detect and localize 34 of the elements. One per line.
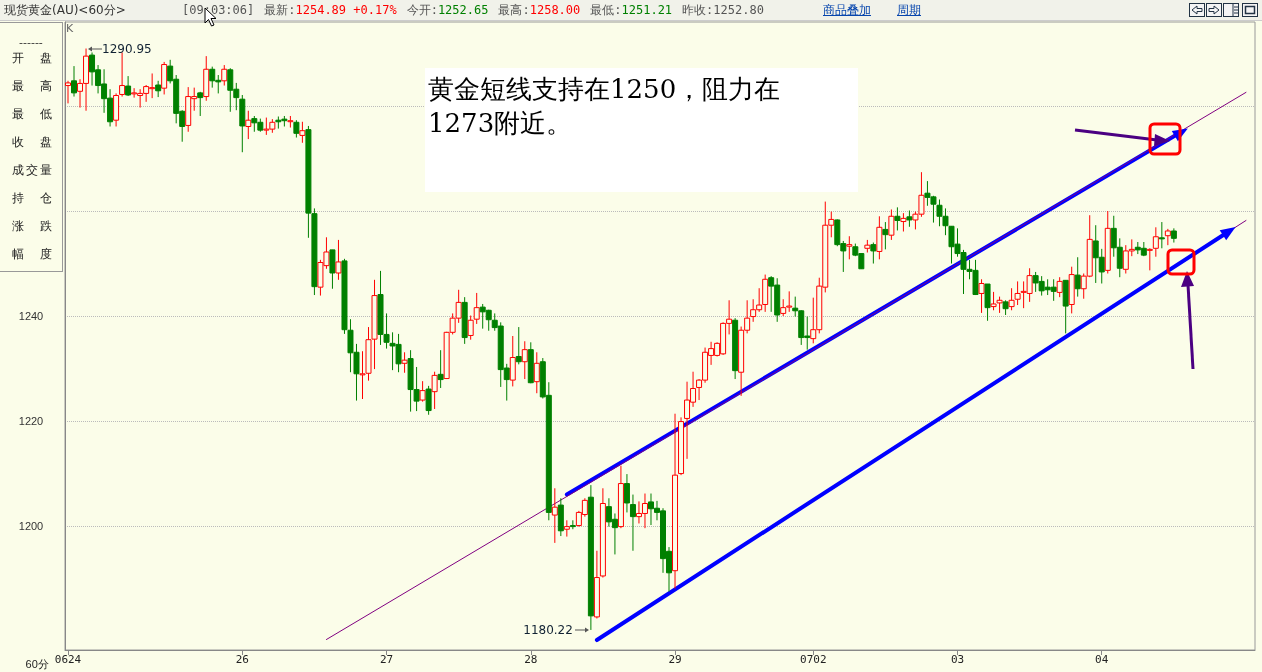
text: 涨跌 [12,218,52,234]
annotation: 1290.95 [102,40,152,57]
chart-title: 现货黄金(AU)<60分> [4,2,126,19]
text: 开盘 [12,50,52,66]
text: 商品叠加 [823,2,871,19]
x-axis-title: 60分 [25,657,49,670]
text: ------ [19,36,43,49]
text: 周期 [897,2,921,19]
text: 最新:1254.89 +0.17% [264,3,397,17]
x-tick-label: 28 [524,653,538,666]
x-tick-label: 27 [379,653,394,666]
text: [09:03:06] [182,3,255,17]
annotation: K [66,22,74,35]
y-tick-label: 1240 [18,310,44,323]
text: 持仓 [12,190,52,206]
text: 成交量 [12,162,52,178]
text: 今开:1252.65 [406,3,489,17]
text: 最高:1258.00 [498,3,581,17]
text: 收盘 [12,134,52,150]
x-tick-label: 03 [950,653,965,666]
text: 幅度 [12,246,52,262]
text: 最低 [12,106,52,122]
x-tick-label: 04 [1095,653,1109,666]
x-tick-label: 29 [668,653,682,666]
y-tick-label: 1200 [18,520,44,533]
text: 昨收:1252.80 [682,3,764,17]
x-tick-label: 26 [235,653,249,666]
x-tick-label: 0702 [800,653,827,666]
text: 最低:1251.21 [590,3,673,17]
annotation: 1180.22 [523,621,573,638]
x-tick-label: 0624 [54,653,82,666]
y-tick-label: 1220 [18,415,44,428]
text: 最高 [12,78,52,94]
annotation: 黄金短线支持在1250，阻力在1273附近。 [428,73,782,140]
